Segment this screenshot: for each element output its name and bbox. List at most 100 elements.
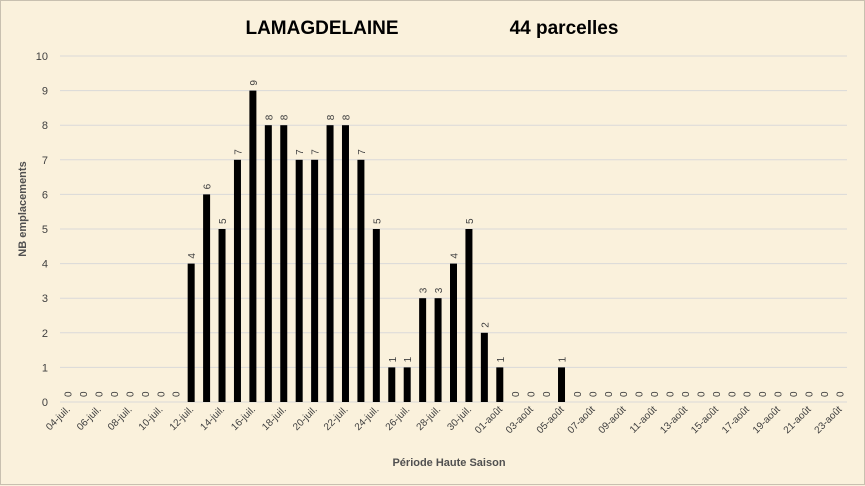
x-tick-label: 12-juil. bbox=[168, 404, 197, 433]
bar bbox=[372, 229, 380, 402]
bar bbox=[403, 367, 411, 402]
bar bbox=[249, 90, 257, 402]
x-tick-label: 01-août bbox=[473, 404, 505, 436]
data-label: 0 bbox=[588, 391, 599, 397]
bar bbox=[465, 229, 473, 402]
y-tick-label: 3 bbox=[42, 293, 48, 305]
data-label: 0 bbox=[64, 391, 75, 397]
bar bbox=[264, 125, 272, 402]
x-tick-label: 06-juil. bbox=[75, 404, 104, 433]
y-tick-label: 10 bbox=[36, 51, 48, 63]
y-tick-label: 7 bbox=[42, 155, 48, 167]
bar bbox=[187, 263, 195, 402]
data-label: 1 bbox=[403, 356, 414, 362]
data-label: 0 bbox=[635, 391, 646, 397]
bar bbox=[341, 125, 349, 402]
data-label: 4 bbox=[187, 253, 198, 259]
bar bbox=[434, 298, 442, 402]
data-label: 0 bbox=[172, 391, 183, 397]
data-label: 0 bbox=[604, 391, 615, 397]
bar bbox=[326, 125, 334, 402]
data-label: 2 bbox=[480, 322, 491, 328]
y-tick-label: 5 bbox=[42, 224, 48, 236]
data-label: 8 bbox=[264, 114, 275, 120]
bar bbox=[496, 367, 504, 402]
x-tick-label: 09-août bbox=[597, 404, 629, 436]
data-label: 0 bbox=[758, 391, 769, 397]
y-axis-title: NB emplacements bbox=[17, 161, 29, 256]
data-label: 3 bbox=[434, 287, 445, 293]
y-tick-label: 9 bbox=[42, 86, 48, 98]
data-label: 4 bbox=[450, 253, 461, 259]
data-label: 0 bbox=[696, 391, 707, 397]
bar bbox=[419, 298, 427, 402]
x-tick-label: 24-juil. bbox=[353, 404, 382, 433]
data-label: 0 bbox=[95, 391, 106, 397]
data-label: 5 bbox=[218, 218, 229, 224]
data-label: 7 bbox=[295, 149, 306, 155]
y-tick-label: 1 bbox=[42, 362, 48, 374]
x-tick-label: 17-août bbox=[720, 404, 752, 436]
data-label: 8 bbox=[326, 114, 337, 120]
y-tick-label: 8 bbox=[42, 120, 48, 132]
x-tick-label: 10-juil. bbox=[137, 404, 166, 433]
bar bbox=[388, 367, 396, 402]
data-label: 7 bbox=[357, 149, 368, 155]
x-tick-label: 03-août bbox=[504, 404, 536, 436]
y-tick-label: 6 bbox=[42, 189, 48, 201]
y-axis-ticks: 0 1 2 3 4 5 6 7 8 9 10 bbox=[36, 51, 48, 409]
data-label: 0 bbox=[774, 391, 785, 397]
bars bbox=[187, 90, 566, 402]
bar bbox=[311, 159, 319, 402]
x-tick-label: 11-août bbox=[628, 404, 659, 435]
data-label: 9 bbox=[249, 80, 260, 86]
data-label: 8 bbox=[341, 114, 352, 120]
x-tick-label: 05-août bbox=[535, 404, 567, 436]
data-label: 0 bbox=[141, 391, 152, 397]
data-label: 5 bbox=[465, 218, 476, 224]
x-tick-label: 26-juil. bbox=[384, 404, 413, 433]
data-label: 0 bbox=[619, 391, 630, 397]
x-tick-label: 30-juil. bbox=[445, 404, 474, 433]
x-tick-label: 08-juil. bbox=[106, 404, 135, 433]
x-axis-title: Période Haute Saison bbox=[392, 457, 505, 469]
data-label: 0 bbox=[110, 391, 121, 397]
x-tick-label: 16-juil. bbox=[229, 404, 258, 433]
bar bbox=[203, 194, 211, 402]
data-label: 7 bbox=[233, 149, 244, 155]
x-tick-label: 28-juil. bbox=[415, 404, 444, 433]
data-label: 0 bbox=[681, 391, 692, 397]
bar bbox=[295, 159, 303, 402]
bar bbox=[218, 229, 226, 402]
bar bbox=[450, 263, 457, 402]
data-label: 0 bbox=[511, 391, 522, 397]
data-label: 0 bbox=[79, 391, 90, 397]
bar bbox=[558, 367, 566, 402]
x-tick-label: 13-août bbox=[658, 404, 690, 436]
x-tick-label: 07-août bbox=[566, 404, 598, 436]
data-label: 0 bbox=[125, 391, 136, 397]
data-label: 0 bbox=[666, 391, 677, 397]
x-tick-label: 23-août bbox=[813, 404, 845, 436]
data-label: 6 bbox=[203, 183, 214, 189]
y-tick-label: 0 bbox=[42, 397, 48, 409]
x-tick-label: 18-juil. bbox=[260, 404, 289, 433]
data-label: 0 bbox=[820, 391, 831, 397]
x-tick-label: 04-juil. bbox=[44, 404, 73, 433]
data-label: 7 bbox=[311, 149, 322, 155]
bar bbox=[233, 159, 241, 402]
data-label: 0 bbox=[712, 391, 723, 397]
data-label: 0 bbox=[156, 391, 167, 397]
data-label: 0 bbox=[650, 391, 661, 397]
y-tick-label: 2 bbox=[42, 328, 48, 340]
data-label: 5 bbox=[372, 218, 383, 224]
x-tick-label: 22-juil. bbox=[322, 404, 351, 433]
x-tick-label: 20-juil. bbox=[291, 404, 320, 433]
chart-subtitle: 44 parcelles bbox=[510, 18, 619, 39]
data-label: 0 bbox=[542, 391, 553, 397]
data-label: 1 bbox=[558, 356, 569, 362]
x-tick-label: 14-juil. bbox=[199, 404, 228, 433]
chart-title: LAMAGDELAINE bbox=[245, 18, 398, 39]
